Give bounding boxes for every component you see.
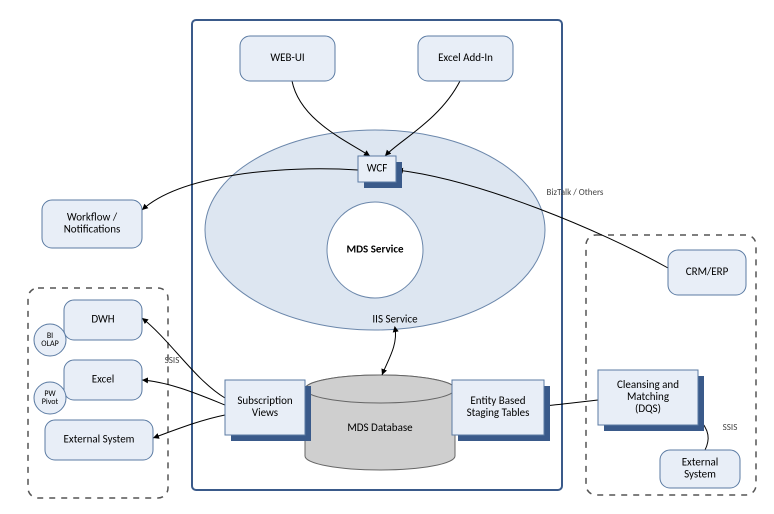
edge-sub_to_excel xyxy=(142,380,225,405)
node-sub_views: SubscriptionViews xyxy=(225,380,311,441)
node-dwh-label: DWH xyxy=(91,313,114,326)
node-ext_right-label-1: System xyxy=(684,468,716,481)
node-webui-label: WEB-UI xyxy=(270,51,304,64)
iis-service-label: IIS Service xyxy=(372,313,418,326)
node-ext_right: ExternalSystem xyxy=(660,450,740,488)
node-excel_addin-label: Excel Add-In xyxy=(438,51,493,64)
node-staging: Entity BasedStaging Tables xyxy=(452,380,550,441)
architecture-diagram: IIS Service MDS Service MDS Database BizT… xyxy=(0,0,774,514)
node-pw_pivot-label-1: Pivot xyxy=(42,397,59,407)
edge-dqs_to_staging xyxy=(544,400,598,406)
edge-iis_to_db xyxy=(382,328,396,375)
node-ext_left: External System xyxy=(45,420,153,460)
mds-database-label: MDS Database xyxy=(347,421,413,434)
node-workflow: Workflow /Notifications xyxy=(42,200,142,248)
edge-sub_to_ext xyxy=(153,415,225,438)
node-dqs-label-2: (DQS) xyxy=(635,402,661,415)
node-pw_pivot: PWPivot xyxy=(34,382,66,414)
node-crmerp-label: CRM/ERP xyxy=(686,265,729,278)
node-dqs: Cleansing andMatching(DQS) xyxy=(598,370,704,431)
node-webui: WEB-UI xyxy=(240,36,335,81)
edge-label-sub_to_dwh: SSIS xyxy=(165,355,180,366)
node-bi_olap: BIOLAP xyxy=(34,324,66,356)
node-wcf: WCF xyxy=(358,156,402,188)
node-ext_left-label: External System xyxy=(64,433,135,446)
node-workflow-label-1: Notifications xyxy=(64,223,121,236)
node-sub_views-label-1: Views xyxy=(252,406,278,419)
node-crmerp: CRM/ERP xyxy=(668,250,746,295)
mds-database-cylinder: MDS Database xyxy=(305,375,455,470)
node-excel_left-label: Excel xyxy=(92,373,115,386)
edge-label-crmerp_to_wcf: BizTalk / Others xyxy=(547,187,604,198)
node-dwh: DWH xyxy=(64,300,142,340)
node-bi_olap-label-1: OLAP xyxy=(41,339,58,349)
edge-sub_to_dwh xyxy=(142,318,225,398)
mds-service-label: MDS Service xyxy=(346,243,403,256)
node-staging-label-1: Staging Tables xyxy=(467,406,530,419)
node-excel_addin: Excel Add-In xyxy=(418,36,513,81)
edge-label-ext_to_dqs: SSIS xyxy=(723,422,738,433)
node-wcf-label: WCF xyxy=(367,162,388,175)
node-excel_left: Excel xyxy=(64,360,142,400)
